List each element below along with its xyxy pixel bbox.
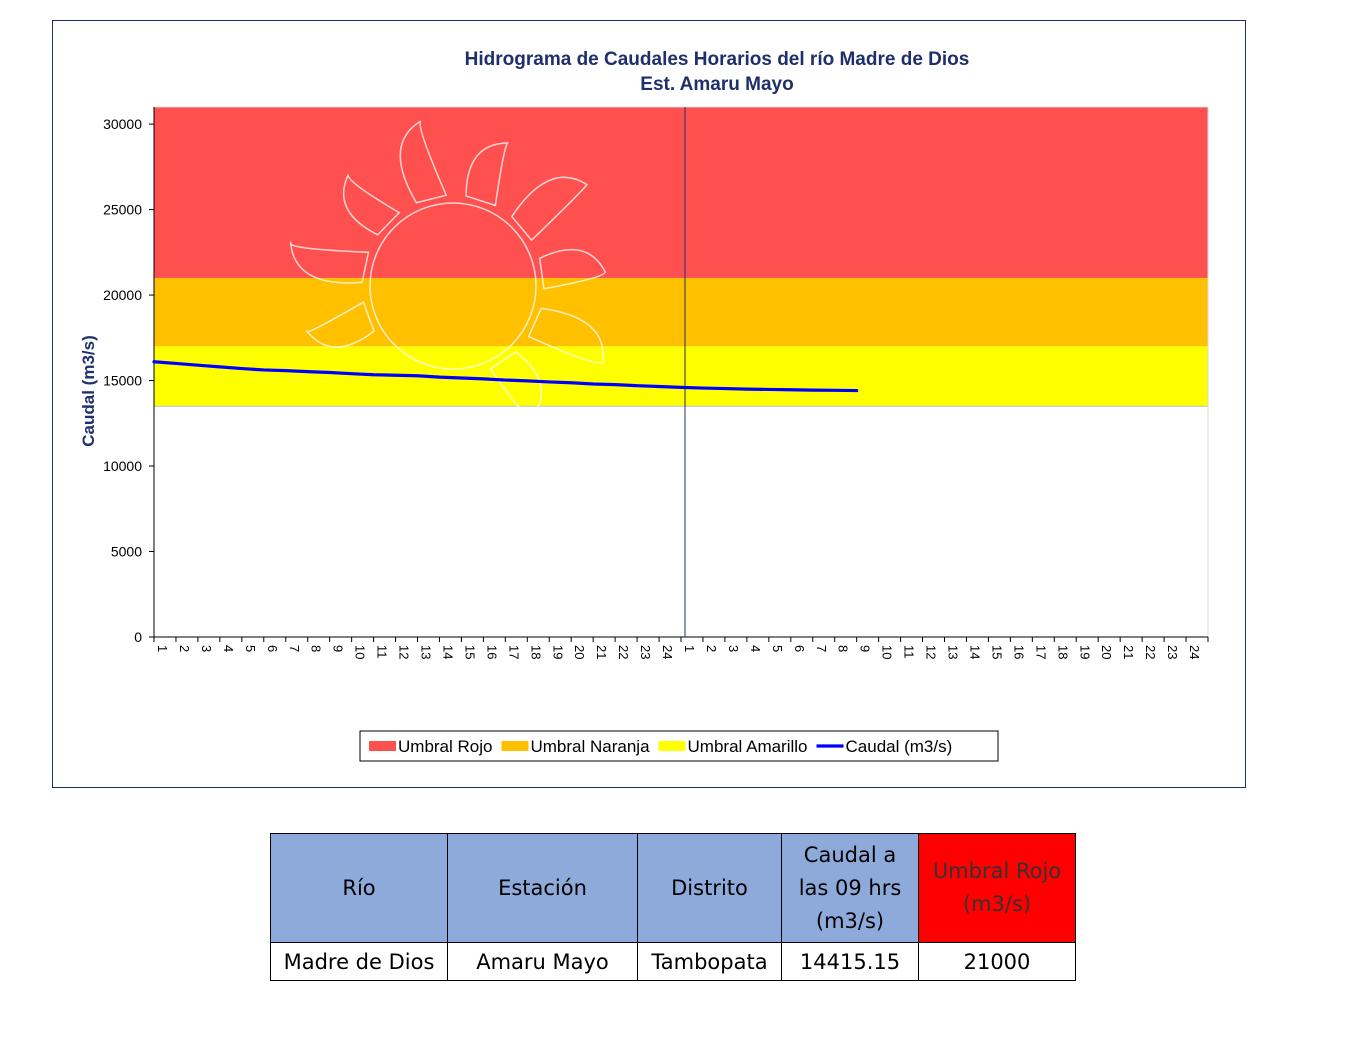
y-tick-label: 20000 (103, 287, 142, 303)
x-tick-label: 2 (177, 645, 192, 652)
x-tick-label: 20 (1099, 645, 1114, 659)
x-tick-label: 16 (1011, 645, 1026, 659)
x-tick-label: 11 (902, 645, 917, 659)
x-tick-label: 15 (989, 645, 1004, 659)
sun-ray (510, 176, 588, 242)
x-tick-label: 2 (704, 645, 719, 652)
x-tick-label: 18 (528, 645, 543, 659)
sun-disk (369, 202, 537, 370)
sun-ray (289, 240, 370, 284)
y-tick-label: 5000 (111, 544, 142, 560)
sun-ray (465, 142, 509, 207)
sun-ray (305, 301, 375, 348)
x-tick-label: 24 (660, 645, 675, 659)
legend: Umbral Rojo Umbral Naranja Umbral Amarillo… (359, 730, 999, 762)
table-row: Madre de Dios Amaru Mayo Tambopata 14415… (270, 942, 1076, 981)
x-tick-label: 16 (484, 645, 499, 659)
x-tick-label: 19 (550, 645, 565, 659)
legend-swatch (369, 741, 396, 751)
legend-label: Caudal (m3/s) (846, 737, 953, 756)
band-umbral-naranja (154, 277, 1208, 347)
x-tick-label: 9 (858, 645, 873, 652)
y-axis-label: Caudal (m3/s) (79, 335, 98, 446)
x-tick-label: 5 (770, 645, 785, 652)
sun-watermark-icon (289, 120, 607, 419)
legend-label: Umbral Rojo (398, 737, 492, 756)
x-tick-label: 20 (572, 645, 587, 659)
x-tick-label: 7 (287, 645, 302, 652)
legend-label: Umbral Amarillo (688, 737, 808, 756)
cell-distrito: Tambopata (637, 942, 782, 981)
header-umbral-rojo: Umbral Rojo (m3/s) (918, 833, 1076, 943)
x-tick-label: 22 (1143, 645, 1158, 659)
cell-estacion: Amaru Mayo (447, 942, 638, 981)
x-tick-label: 18 (1055, 645, 1070, 659)
y-tick-label: 30000 (103, 116, 142, 132)
band-umbral-rojo (154, 107, 1208, 278)
chart-frame: Hidrograma de Caudales Horarios del río … (52, 20, 1246, 788)
x-tick-label: 14 (440, 645, 455, 659)
y-tick-label: 10000 (103, 458, 142, 474)
x-tick-label: 3 (726, 645, 741, 652)
sun-ray (538, 248, 607, 290)
header-distrito: Distrito (637, 833, 782, 943)
x-tick-label: 15 (462, 645, 477, 659)
x-tick-label: 4 (748, 645, 763, 652)
x-tick-label: 17 (506, 645, 521, 659)
chart-subtitle: Est. Amaru Mayo (640, 74, 793, 95)
x-tick-label: 13 (946, 645, 961, 659)
x-tick-label: 24 (1187, 645, 1202, 659)
legend-swatch (501, 741, 529, 751)
x-tick-label: 6 (265, 645, 280, 652)
cell-caudal: 14415.15 (781, 942, 919, 981)
chart-title: Hidrograma de Caudales Horarios del río … (465, 49, 970, 70)
y-tick-label: 15000 (103, 373, 142, 389)
x-tick-label: 10 (353, 645, 368, 659)
sun-ray (489, 350, 543, 419)
x-tick-label: 8 (836, 645, 851, 652)
sun-ray (342, 173, 401, 236)
station-info-table: Río Estación Distrito Caudal a las 09 hr… (270, 833, 1076, 981)
x-tick-label: 10 (880, 645, 895, 659)
x-tick-label: 8 (309, 645, 324, 652)
x-tick-label: 4 (221, 645, 236, 652)
threshold-bands (154, 107, 1208, 407)
hydrograph-chart: Hidrograma de Caudales Horarios del río … (79, 49, 1209, 762)
legend-swatch (658, 741, 686, 751)
table-header-row: Río Estación Distrito Caudal a las 09 hr… (270, 833, 1076, 943)
x-tick-label: 5 (243, 645, 258, 652)
x-tick-label: 11 (375, 645, 390, 659)
sun-ray (399, 120, 448, 204)
series-line-caudal (152, 360, 859, 393)
header-rio: Río (270, 833, 448, 943)
band-umbral-amarillo (154, 346, 1208, 407)
x-tick-label: 6 (792, 645, 807, 652)
x-tick-label: 19 (1077, 645, 1092, 659)
x-tick-label: 3 (199, 645, 214, 652)
cell-rio: Madre de Dios (270, 942, 448, 981)
x-tick-label: 13 (419, 645, 434, 659)
x-tick-label: 9 (331, 645, 346, 652)
x-tick-label: 23 (638, 645, 653, 659)
x-tick-label: 1 (155, 645, 170, 652)
x-tick-label: 12 (924, 645, 939, 659)
sun-ray (527, 307, 604, 364)
series-layer (152, 360, 859, 393)
x-tick-label: 22 (616, 645, 631, 659)
header-estacion: Estación (447, 833, 638, 943)
x-tick-label: 21 (1121, 645, 1136, 659)
x-tick-label: 21 (594, 645, 609, 659)
x-tick-label: 12 (397, 645, 412, 659)
x-tick-label: 14 (967, 645, 982, 659)
y-tick-label: 0 (134, 629, 142, 645)
legend-label: Umbral Naranja (530, 737, 650, 756)
x-tick-label: 23 (1165, 645, 1180, 659)
x-tick-label: 1 (682, 645, 697, 652)
cell-umbral-rojo: 21000 (918, 942, 1076, 981)
x-tick-label: 17 (1033, 645, 1048, 659)
y-tick-label: 25000 (103, 202, 142, 218)
x-tick-label: 7 (814, 645, 829, 652)
header-caudal: Caudal a las 09 hrs (m3/s) (781, 833, 919, 943)
